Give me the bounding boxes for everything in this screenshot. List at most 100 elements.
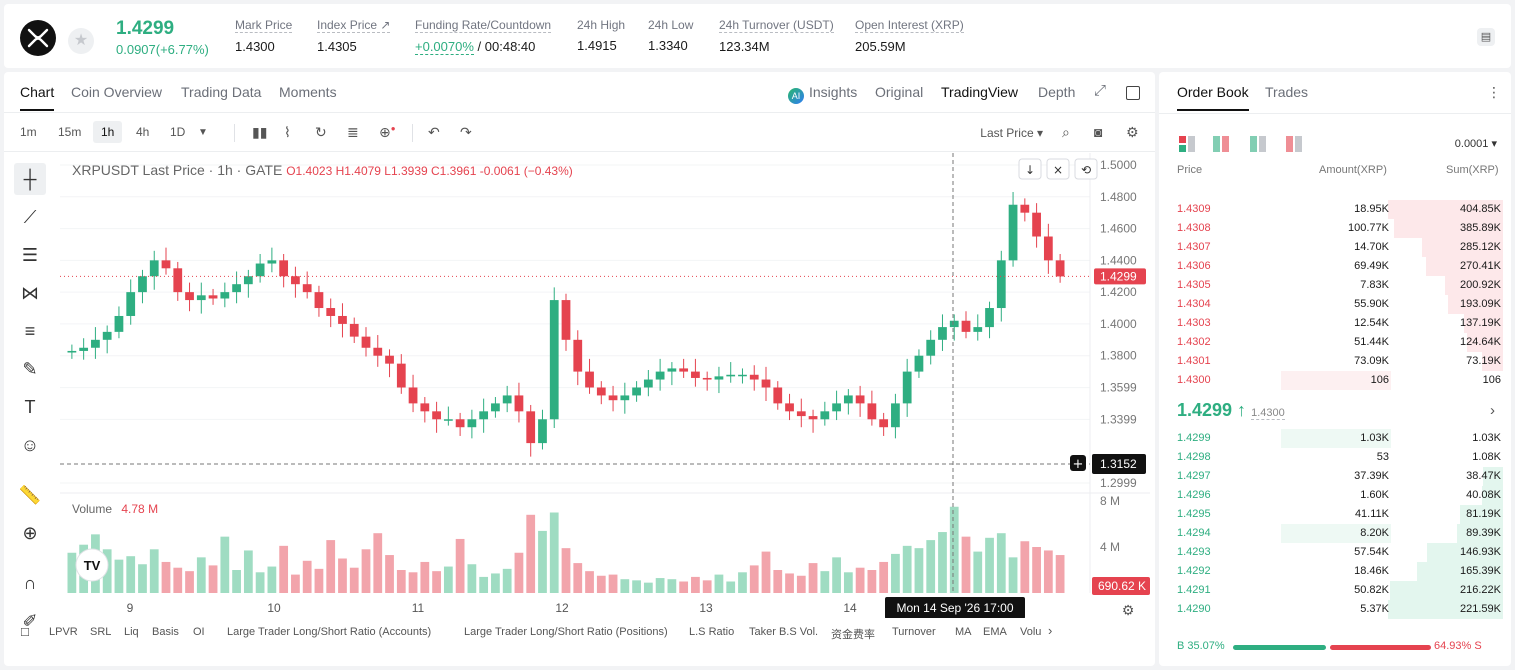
fib-retracement-icon[interactable]: ≡ — [24, 321, 36, 341]
indicator-8[interactable]: Taker B.S Vol. — [749, 626, 819, 638]
magnet-icon[interactable]: ∩ — [23, 573, 37, 593]
chevron-right-icon[interactable]: › — [1490, 402, 1495, 419]
amount-cell: 7.83K — [1360, 279, 1389, 291]
expand-icon[interactable]: ⤢ — [1094, 82, 1107, 99]
emoji-icon[interactable]: ☺ — [20, 435, 40, 455]
bid-row[interactable]: 1.4292 18.46K 165.39K — [1159, 562, 1511, 581]
notebook-icon[interactable]: ▤ — [1477, 28, 1495, 46]
ask-row[interactable]: 1.4300 106 106 — [1159, 371, 1511, 390]
list-icon[interactable]: ≣ — [347, 124, 359, 140]
interval-1d[interactable]: 1D — [170, 125, 186, 139]
zoom-in-icon[interactable]: ⊕ — [22, 523, 38, 543]
redo-icon[interactable]: ↷ — [460, 124, 472, 140]
bid-row[interactable]: 1.4299 1.03K 1.03K — [1159, 429, 1511, 448]
tab-trades[interactable]: Trades — [1265, 84, 1309, 100]
bid-row[interactable]: 1.4291 50.82K 216.22K — [1159, 581, 1511, 600]
pencil-icon[interactable]: ✐ — [22, 611, 38, 631]
favorite-star-icon[interactable]: ★ — [68, 28, 94, 54]
interval-4h[interactable]: 4h — [136, 125, 150, 139]
ask-row[interactable]: 1.4307 14.70K 285.12K — [1159, 238, 1511, 257]
indicator-10[interactable]: Turnover — [892, 626, 936, 638]
trendline-icon[interactable]: ⟋ — [23, 207, 37, 227]
add-indicator-icon[interactable]: ⊕● — [379, 124, 396, 140]
view-split-icon[interactable] — [1213, 136, 1229, 157]
candle-type-icon[interactable]: ▮▮ — [252, 124, 268, 140]
tab-original[interactable]: Original — [875, 84, 924, 100]
volume-bar — [585, 571, 594, 593]
ruler-icon[interactable]: 📏 — [18, 485, 42, 505]
indicator-9[interactable]: 资金费率 — [831, 629, 875, 641]
camera-icon[interactable]: ◙ — [1094, 124, 1103, 140]
window-icon[interactable] — [1126, 86, 1140, 100]
ask-row[interactable]: 1.4306 69.49K 270.41K — [1159, 257, 1511, 276]
ask-row[interactable]: 1.4301 73.09K 73.19K — [1159, 352, 1511, 371]
ask-row[interactable]: 1.4308 100.77K 385.89K — [1159, 219, 1511, 238]
bid-row[interactable]: 1.4294 8.20K 89.39K — [1159, 524, 1511, 543]
view-bids-icon[interactable] — [1250, 136, 1266, 157]
text-tool-icon[interactable]: T — [24, 397, 36, 417]
price-tick-label: 1.2999 — [1100, 476, 1137, 490]
indicator-0[interactable]: LPVR — [49, 626, 78, 638]
indicator-12[interactable]: EMA — [983, 626, 1007, 638]
interval-1m[interactable]: 1m — [20, 125, 37, 139]
indicator-chart-icon[interactable]: ⌇ — [284, 124, 291, 140]
tab-moments[interactable]: Moments — [279, 84, 337, 100]
ask-row[interactable]: 1.4303 12.54K 137.19K — [1159, 314, 1511, 333]
indicator-2[interactable]: Liq — [124, 626, 139, 638]
candle-body — [173, 268, 183, 293]
gear-icon[interactable]: ⚙ — [1126, 124, 1139, 140]
chevron-right-icon[interactable]: › — [1048, 623, 1053, 638]
refresh-icon[interactable]: ↻ — [315, 124, 327, 140]
crosshair-icon[interactable]: ┼ — [14, 163, 46, 195]
funding-countdown: / 00:48:40 — [477, 39, 536, 54]
tab-tradingview[interactable]: TradingView — [941, 84, 1019, 100]
bid-row[interactable]: 1.4295 41.11K 81.19K — [1159, 505, 1511, 524]
interval-1h[interactable]: 1h — [93, 121, 123, 143]
ask-row[interactable]: 1.4302 51.44K 124.64K — [1159, 333, 1511, 352]
more-options-icon[interactable]: ⋮ — [1487, 84, 1501, 100]
indicator-11[interactable]: MA — [955, 626, 972, 638]
indicator-13[interactable]: Volu — [1020, 626, 1042, 638]
price-type-select[interactable]: Last Price ▾ — [980, 126, 1043, 140]
tab-insights[interactable]: AI Insights — [788, 84, 857, 104]
indicator-7[interactable]: L.S Ratio — [689, 626, 735, 638]
indicator-5[interactable]: Large Trader Long/Short Ratio (Accounts) — [227, 626, 432, 638]
tab-order-book[interactable]: Order Book — [1177, 84, 1249, 111]
ai-badge-icon: AI — [788, 88, 804, 104]
ask-row[interactable]: 1.4309 18.95K 404.85K — [1159, 200, 1511, 219]
indicator-4[interactable]: OI — [193, 626, 205, 638]
tab-depth[interactable]: Depth — [1038, 84, 1076, 100]
tab-trading-data[interactable]: Trading Data — [181, 84, 262, 100]
bid-row[interactable]: 1.4293 57.54K 146.93K — [1159, 543, 1511, 562]
candle-body — [385, 355, 394, 364]
volume-bar — [714, 574, 724, 593]
price-chart[interactable]: 1.5000 1.4800 1.4600 1.4400 1.4200 1.4000 1.38… — [60, 153, 1150, 618]
indicator-1[interactable]: SRL — [90, 626, 112, 638]
price-cell: 1.4291 — [1177, 584, 1211, 596]
bid-row[interactable]: 1.4298 53 1.08K — [1159, 448, 1511, 467]
precision-select[interactable]: 0.0001 ▾ — [1454, 138, 1497, 150]
horizontal-lines-icon[interactable]: ☰ — [21, 245, 39, 265]
interval-dropdown-icon[interactable]: ▼ — [198, 127, 208, 138]
search-icon[interactable]: ⌕ — [1062, 124, 1070, 140]
undo-icon[interactable]: ↶ — [428, 124, 440, 140]
view-asks-icon[interactable] — [1286, 136, 1302, 157]
bid-row[interactable]: 1.4296 1.60K 40.08K — [1159, 486, 1511, 505]
bid-row[interactable]: 1.4290 5.37K 221.59K — [1159, 600, 1511, 619]
tab-chart[interactable]: Chart — [20, 84, 55, 111]
view-both-icon[interactable] — [1179, 136, 1195, 157]
indicator-3[interactable]: Basis — [152, 626, 179, 638]
ask-row[interactable]: 1.4305 7.83K 200.92K — [1159, 276, 1511, 295]
sum-cell: 1.03K — [1472, 432, 1501, 444]
bid-row[interactable]: 1.4297 37.39K 38.47K — [1159, 467, 1511, 486]
candle-body — [432, 411, 441, 420]
brush-icon[interactable]: ✎ — [22, 359, 38, 379]
indicator-6[interactable]: Large Trader Long/Short Ratio (Positions… — [464, 626, 668, 638]
checkbox-icon[interactable]: ☐ — [20, 627, 30, 639]
tab-coin-overview[interactable]: Coin Overview — [71, 84, 163, 100]
ask-row[interactable]: 1.4304 55.90K 193.09K — [1159, 295, 1511, 314]
chart-legend: XRPUSDT Last Price · 1h · GATE O1.4023 H… — [72, 162, 573, 178]
stat-index-price[interactable]: Index Price ↗ 1.4305 — [317, 18, 391, 54]
interval-15m[interactable]: 15m — [58, 125, 82, 139]
pattern-icon[interactable]: ⋈ — [21, 283, 39, 303]
